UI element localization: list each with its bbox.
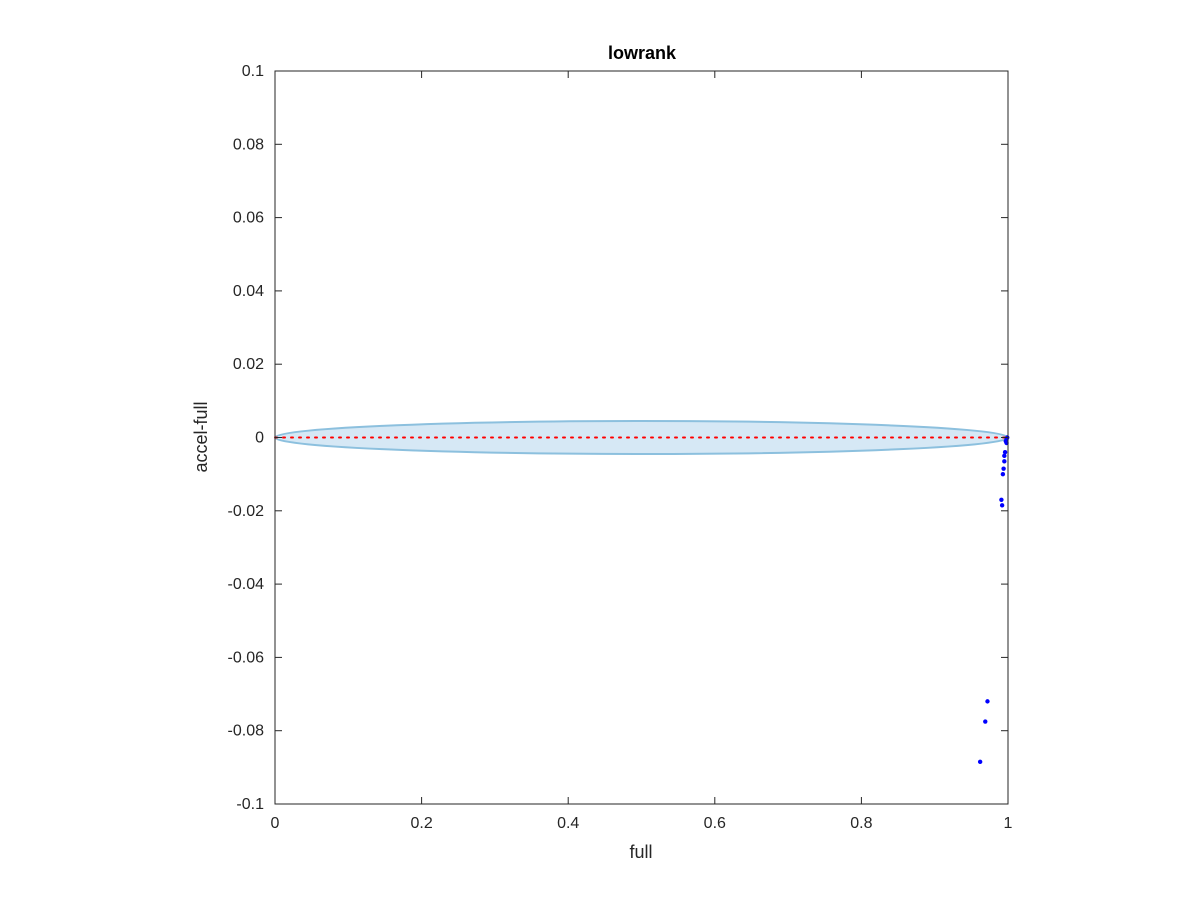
y-axis-label: accel-full <box>191 401 211 472</box>
y-tick-label: -0.02 <box>228 503 265 520</box>
data-point <box>983 719 988 724</box>
x-tick-label: 0.6 <box>704 815 726 832</box>
y-tick-label: -0.1 <box>236 796 264 813</box>
data-point <box>999 497 1004 503</box>
x-tick-label: 0.4 <box>557 815 579 832</box>
x-tick-label: 0.8 <box>850 815 872 832</box>
chart-title: lowrank <box>608 43 677 63</box>
x-axis-label: full <box>629 842 652 862</box>
y-tick-label: -0.08 <box>228 723 265 740</box>
points-layer <box>977 435 1010 765</box>
x-tick-label: 0.2 <box>410 815 432 832</box>
x-axis: 0 0.2 0.4 0.6 0.8 1 <box>271 71 1013 832</box>
y-tick-label: 0.1 <box>242 63 264 80</box>
data-point <box>1002 453 1007 459</box>
y-axis: 0.1 0.08 0.06 0.04 0.02 0 -0.02 -0.04 -0.06 -0.08… <box>228 63 1008 813</box>
x-tick-label: 0 <box>271 815 280 832</box>
data-point <box>985 699 990 704</box>
y-tick-label: -0.04 <box>228 576 265 593</box>
data-point <box>977 759 983 765</box>
data-point <box>1001 466 1006 471</box>
data-point <box>1002 459 1007 464</box>
x-tick-label: 1 <box>1004 815 1013 832</box>
y-tick-label: 0.04 <box>233 283 264 300</box>
y-tick-label: 0.02 <box>233 356 264 373</box>
y-tick-label: 0.06 <box>233 210 264 227</box>
data-point <box>1000 471 1006 477</box>
data-point <box>999 503 1005 508</box>
data-point <box>1002 449 1008 455</box>
y-tick-label: 0 <box>255 430 264 447</box>
y-tick-label: 0.08 <box>233 136 264 153</box>
y-tick-label: -0.06 <box>228 649 265 666</box>
